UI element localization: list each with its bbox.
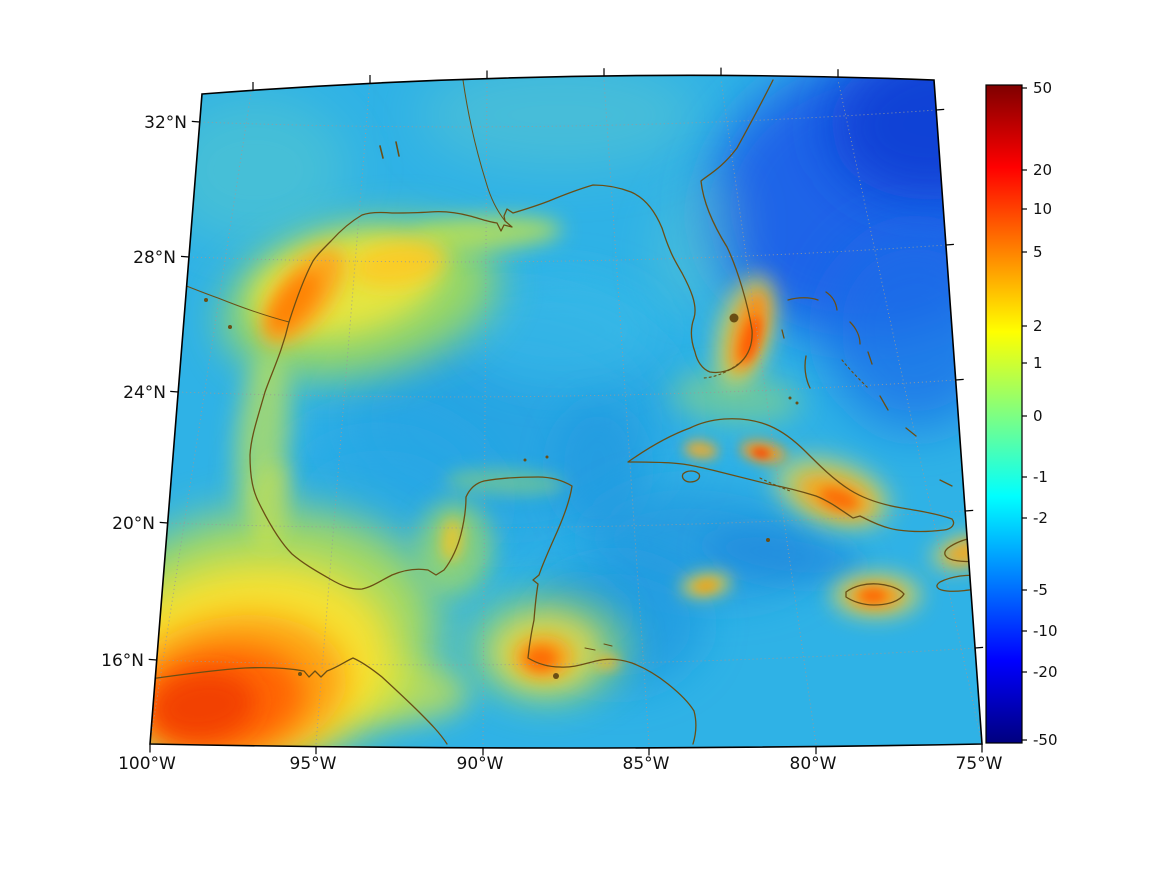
- colorbar-tick-label: -5: [1033, 581, 1048, 599]
- field-blob: [594, 654, 620, 670]
- field-blob: [825, 230, 982, 430]
- parallel-gridline: [178, 379, 956, 398]
- lat-tick-right: [975, 646, 984, 649]
- field-blob: [160, 95, 350, 245]
- parallel-gridline: [188, 244, 946, 263]
- lake-dot: [788, 396, 792, 400]
- meridian-gridline: [482, 79, 488, 745]
- field-blob: [819, 487, 859, 511]
- coastline-small-cays-and-keys: [703, 359, 869, 492]
- field-blob: [670, 371, 800, 425]
- colorbar-tick-label: 50: [1033, 79, 1052, 97]
- field-blob: [445, 468, 565, 496]
- lat-tick-label: 32°N: [144, 113, 187, 133]
- field-blob: [252, 460, 292, 550]
- lon-tick-label: 75°W: [956, 754, 1003, 774]
- lat-tick-left: [191, 120, 200, 123]
- lat-tick-right: [955, 378, 964, 381]
- lon-tick-label: 85°W: [623, 754, 670, 774]
- field-blob: [860, 589, 886, 603]
- map-frame: [149, 74, 983, 749]
- coastline-north-america-gulf-coast: [249, 79, 774, 745]
- field-blob: [350, 241, 446, 287]
- colorbar-tick-label: -20: [1033, 663, 1058, 681]
- lake-dot: [523, 458, 527, 462]
- lat-tick-left: [159, 521, 168, 524]
- meridian-gridline: [603, 79, 650, 745]
- field-blob: [705, 527, 865, 583]
- lake-dot: [228, 325, 232, 329]
- lon-tick-label: 80°W: [790, 754, 837, 774]
- lake-dot: [204, 298, 208, 302]
- coastline-bahamas: [781, 291, 953, 487]
- colorbar-tick-label: 1: [1033, 354, 1043, 372]
- coastline-layer: [150, 79, 982, 745]
- colorbar-tick-label: 2: [1033, 317, 1043, 335]
- lake-dot: [766, 538, 770, 542]
- colorbar-tick-label: 5: [1033, 243, 1043, 261]
- lat-tick-left: [180, 255, 190, 258]
- coastline-hispaniola-west: [936, 535, 982, 592]
- lake-dot: [553, 673, 559, 679]
- lake-dot: [298, 672, 302, 676]
- field-blob: [412, 215, 562, 251]
- colorbar-tick-label: -10: [1033, 622, 1058, 640]
- parallel-gridline: [199, 109, 937, 128]
- colorbar-tick-label: 10: [1033, 200, 1052, 218]
- lon-tick-label: 90°W: [457, 754, 504, 774]
- coastline-bay-islands-honduras: [584, 643, 613, 651]
- graticule: [150, 79, 982, 745]
- lat-tick-left: [170, 390, 179, 393]
- field-blob: [652, 171, 748, 309]
- field-blob: [460, 275, 660, 385]
- field-blob: [420, 75, 700, 170]
- lat-tick-label: 20°N: [112, 514, 155, 534]
- colorbar-tick-label: -1: [1033, 468, 1048, 486]
- field-blob: [151, 671, 255, 741]
- field-blob: [268, 272, 320, 332]
- colorbar-tick-label: 0: [1033, 407, 1043, 425]
- coastline-mississippi-river: [462, 79, 506, 222]
- field-layer: [150, 75, 982, 749]
- field-blob: [440, 518, 464, 562]
- field-blob: [752, 447, 770, 459]
- lon-tick-label: 95°W: [290, 754, 337, 774]
- lake-dot: [729, 313, 739, 323]
- field-blob: [684, 440, 718, 460]
- coastline-jamaica: [845, 583, 905, 606]
- field-blob: [525, 647, 557, 671]
- coastline-pacific-coast-mexico: [150, 657, 448, 745]
- colorbar-tick-label: -50: [1033, 731, 1058, 749]
- lat-tick-right: [965, 509, 974, 512]
- lat-tick-right: [945, 243, 954, 246]
- lon-tick-label: 100°W: [118, 754, 176, 774]
- coastline-texas-lakes: [379, 141, 400, 159]
- coastline-isle-of-youth: [681, 470, 701, 483]
- lat-tick-label: 16°N: [101, 651, 144, 671]
- lake-dot: [545, 455, 549, 459]
- lake-dot: [795, 401, 799, 405]
- coastline-cuba: [627, 418, 955, 533]
- field-blob: [553, 403, 643, 533]
- lat-tick-label: 28°N: [133, 248, 176, 268]
- colorbar: [985, 84, 1023, 744]
- field-blob: [694, 579, 718, 593]
- lat-tick-label: 24°N: [123, 383, 166, 403]
- colorbar-tick-label: 20: [1033, 161, 1052, 179]
- lat-tick-left: [148, 658, 157, 661]
- colorbar-tick-label: -2: [1033, 509, 1048, 527]
- lat-tick-right: [936, 108, 945, 111]
